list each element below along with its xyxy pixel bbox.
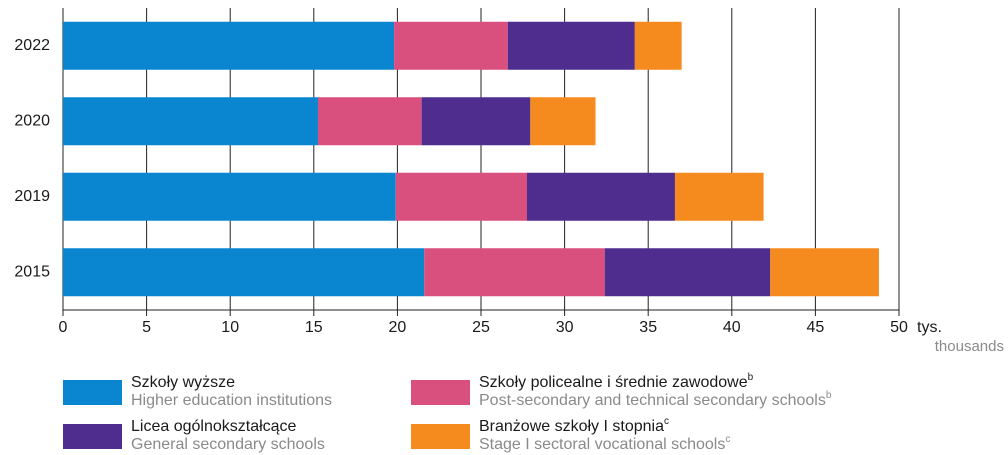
x-tick-label: 15 bbox=[305, 319, 323, 336]
bar-segment bbox=[770, 248, 879, 297]
x-tick-label: 5 bbox=[142, 319, 151, 336]
y-tick-label: 2022 bbox=[14, 37, 50, 54]
legend-swatch bbox=[411, 380, 470, 405]
y-tick-label: 2015 bbox=[14, 263, 50, 280]
x-tick-label: 20 bbox=[389, 319, 407, 336]
legend-name-en: Stage I sectoral vocational schools bbox=[479, 436, 725, 453]
x-tick-label: 45 bbox=[807, 319, 825, 336]
x-tick-label: 10 bbox=[221, 319, 239, 336]
legend-label: Szkoły policealne i średnie zawodoweb bbox=[479, 372, 754, 392]
legend-name: Licea ogólnokształcące bbox=[131, 418, 297, 435]
legend-name: Branżowe szkoły I stopnia bbox=[479, 418, 664, 435]
legend-label: Branżowe szkoły I stopniac bbox=[479, 416, 669, 436]
x-tick-label: 25 bbox=[472, 319, 490, 336]
legend-label: Szkoły wyższe bbox=[131, 374, 235, 391]
bar-segment bbox=[604, 248, 771, 297]
bar-segment bbox=[634, 21, 682, 70]
x-unit: tys. bbox=[917, 319, 942, 336]
legend-note: b bbox=[748, 372, 754, 383]
bar-segment bbox=[63, 97, 318, 146]
bar-segment bbox=[63, 248, 425, 297]
bar-segment bbox=[394, 21, 508, 70]
bar-segment bbox=[63, 172, 396, 221]
legend-name-en: General secondary schools bbox=[131, 436, 325, 453]
bar-segment bbox=[395, 172, 527, 221]
legend-note: b bbox=[826, 390, 832, 401]
y-tick-label: 2019 bbox=[14, 188, 50, 205]
legend-name-en: Post-secondary and technical secondary s… bbox=[479, 392, 826, 409]
legend-swatch bbox=[63, 424, 122, 449]
legend-name: Szkoły policealne i średnie zawodowe bbox=[479, 374, 748, 391]
x-tick-label: 30 bbox=[556, 319, 574, 336]
x-tick-label: 35 bbox=[639, 319, 657, 336]
legend-label-en: General secondary schools bbox=[131, 436, 325, 453]
bar-segment bbox=[421, 97, 531, 146]
legend-note: c bbox=[725, 434, 730, 445]
legend-label-en: Post-secondary and technical secondary s… bbox=[479, 390, 832, 410]
x-unit-en: thousands bbox=[935, 338, 1004, 355]
x-tick-label: 50 bbox=[890, 319, 908, 336]
legend-swatch bbox=[63, 380, 122, 405]
x-tick-label: 0 bbox=[59, 319, 68, 336]
x-tick-label: 40 bbox=[723, 319, 741, 336]
bar-segment bbox=[526, 172, 675, 221]
bar-segment bbox=[674, 172, 764, 221]
y-tick-label: 2020 bbox=[14, 112, 50, 129]
bar-segment bbox=[317, 97, 422, 146]
bar-segment bbox=[530, 97, 596, 146]
legend-name-en: Higher education institutions bbox=[131, 392, 332, 409]
legend-note: c bbox=[664, 416, 669, 427]
bar-segment bbox=[507, 21, 635, 70]
legend-swatch bbox=[411, 424, 470, 449]
bar-segment bbox=[63, 21, 395, 70]
legend-name: Szkoły wyższe bbox=[131, 374, 235, 391]
legend-label-en: Stage I sectoral vocational schoolsc bbox=[479, 434, 730, 454]
legend-label: Licea ogólnokształcące bbox=[131, 418, 297, 435]
legend-label-en: Higher education institutions bbox=[131, 392, 332, 409]
bar-segment bbox=[424, 248, 605, 297]
